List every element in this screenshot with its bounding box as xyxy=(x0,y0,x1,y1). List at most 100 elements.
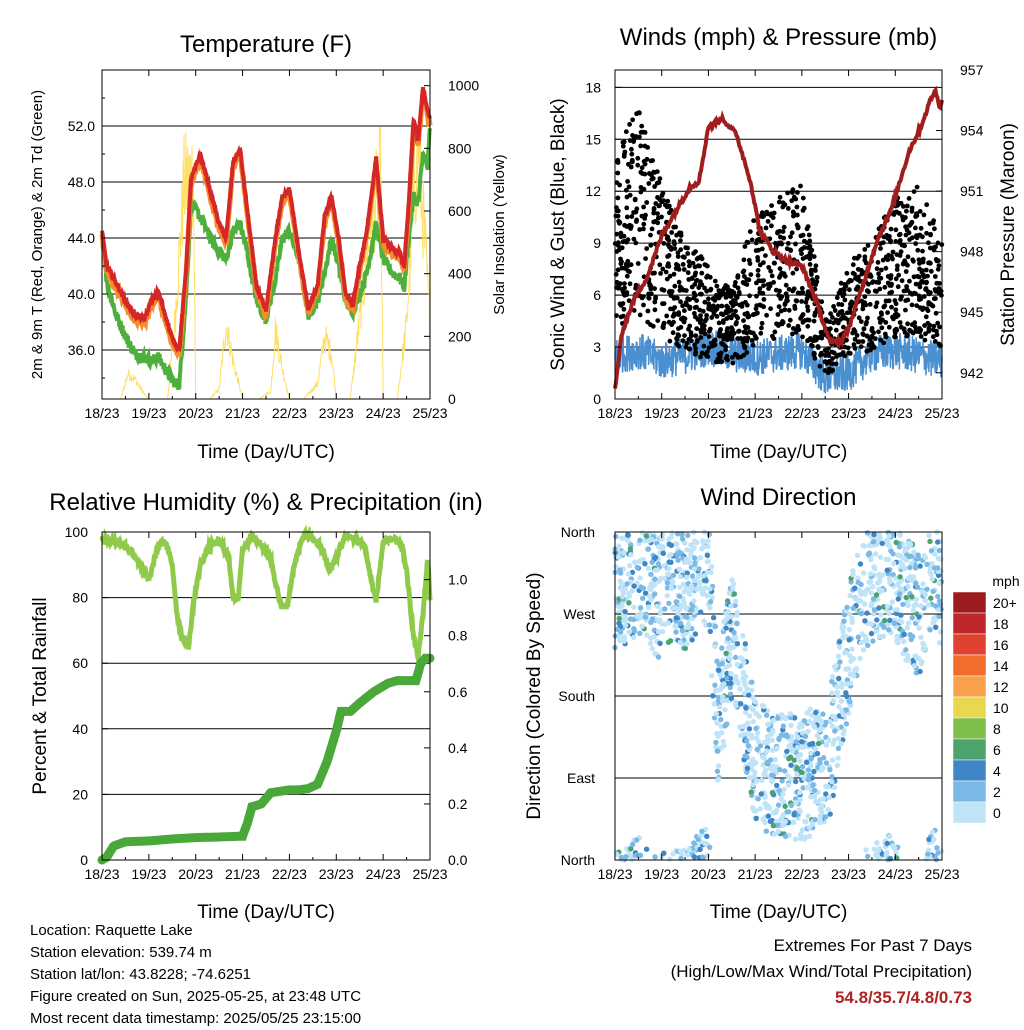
dir-point xyxy=(743,709,749,716)
wind-gust-point xyxy=(671,313,677,318)
dir-point xyxy=(780,812,786,818)
dir-point xyxy=(927,627,933,633)
wind-gust-point xyxy=(861,326,867,332)
dir-point xyxy=(685,624,691,630)
temp-2m-line xyxy=(100,86,432,354)
dir-point xyxy=(666,541,672,547)
dir-point xyxy=(788,762,794,768)
wind-gust-point xyxy=(685,270,691,276)
wind-gust-point xyxy=(856,315,862,321)
wind-ylabel-left: Sonic Wind & Gust (Blue, Black) xyxy=(548,98,569,370)
dir-point xyxy=(746,761,753,767)
dir-point xyxy=(696,566,702,572)
dir-point xyxy=(834,683,840,690)
dir-point xyxy=(710,693,716,699)
wind-gust-point xyxy=(656,180,662,185)
wind-gust-point xyxy=(783,282,789,288)
dir-point xyxy=(694,539,700,546)
wind-gust-point xyxy=(683,245,689,251)
wind-xtick-label: 20/23 xyxy=(691,405,726,421)
wind-gust-point xyxy=(651,219,657,225)
dir-point xyxy=(734,641,741,647)
dir-point xyxy=(631,583,637,589)
wind-gust-point xyxy=(897,320,903,325)
dir-point xyxy=(847,699,853,705)
dir-point xyxy=(890,843,896,849)
dir-point xyxy=(935,555,941,561)
dir-point xyxy=(823,719,829,725)
dir-legend-title: mph xyxy=(992,573,1019,589)
dir-point xyxy=(665,639,672,645)
wind-xtick-label: 19/23 xyxy=(644,405,679,421)
dir-point xyxy=(679,536,686,542)
dir-point xyxy=(668,551,674,558)
wind-gust-point xyxy=(851,342,857,347)
dir-ytick-label: North xyxy=(561,524,595,540)
dir-point xyxy=(715,763,722,769)
wind-gust-point xyxy=(680,338,686,344)
wind-gust-point xyxy=(644,200,650,205)
wind-gust-point xyxy=(716,333,722,339)
dir-point xyxy=(866,542,873,549)
wind-gust-point xyxy=(807,243,813,249)
wind-gust-point xyxy=(699,350,705,356)
wind-gust-point xyxy=(663,269,669,275)
dir-point xyxy=(841,624,847,631)
dir-point xyxy=(677,573,684,580)
dir-point xyxy=(843,707,850,713)
dir-point xyxy=(697,555,704,561)
dir-point xyxy=(789,748,796,754)
dir-point xyxy=(714,720,720,726)
wind-gust-point xyxy=(888,226,894,232)
dir-point xyxy=(714,768,721,774)
dir-point xyxy=(805,813,811,819)
wind-gust-point xyxy=(702,299,708,305)
dir-point xyxy=(668,559,674,565)
dir-point xyxy=(642,590,649,596)
wind-gust-point xyxy=(879,325,885,331)
wind-gust-point xyxy=(931,323,937,329)
dir-point xyxy=(811,768,817,775)
wind-gust-point xyxy=(815,344,821,349)
wind-gust-point xyxy=(862,294,868,300)
wind-gust-point xyxy=(771,336,777,341)
wind-gust-point xyxy=(704,316,709,322)
dir-point xyxy=(746,692,752,698)
wind-gust-point xyxy=(790,190,795,196)
dir-point xyxy=(751,698,758,704)
wind-gust-point xyxy=(692,264,698,270)
dir-point xyxy=(684,547,690,553)
dir-point xyxy=(748,774,754,781)
wind-gust-point xyxy=(676,279,682,285)
wind-gust-point xyxy=(864,348,870,354)
temp-ytick-label: 36.0 xyxy=(68,342,95,358)
wind-gust-point xyxy=(794,266,799,272)
dir-point xyxy=(734,620,740,627)
dir-point xyxy=(868,602,874,609)
dir-point xyxy=(732,702,739,708)
wind-xtick-label: 23/23 xyxy=(831,405,866,421)
rh-y2tick-label: 0.2 xyxy=(448,796,468,812)
dir-point xyxy=(919,588,925,595)
wind-gust-point xyxy=(806,232,812,238)
dir-point xyxy=(823,791,829,797)
wind-ytick-label: 3 xyxy=(593,339,601,355)
wind-gust-point xyxy=(795,225,801,231)
wind-gust-point xyxy=(790,209,796,215)
dir-point xyxy=(695,836,701,843)
dir-point xyxy=(864,637,870,644)
dir-point xyxy=(894,633,900,640)
dir-point xyxy=(885,556,892,563)
temp-y2tick-label: 800 xyxy=(448,140,472,156)
dir-point xyxy=(707,844,713,850)
wind-gust-point xyxy=(651,169,656,175)
dir-point xyxy=(781,786,787,793)
wind-gust-point xyxy=(755,255,760,260)
wind-gust-point xyxy=(614,180,620,186)
dir-point xyxy=(700,591,706,597)
dir-point xyxy=(796,790,803,796)
wind-gust-point xyxy=(899,278,905,284)
rh-humidity-line xyxy=(99,524,433,667)
wind-gust-point xyxy=(759,320,765,326)
dir-legend-label: 10 xyxy=(993,700,1009,716)
